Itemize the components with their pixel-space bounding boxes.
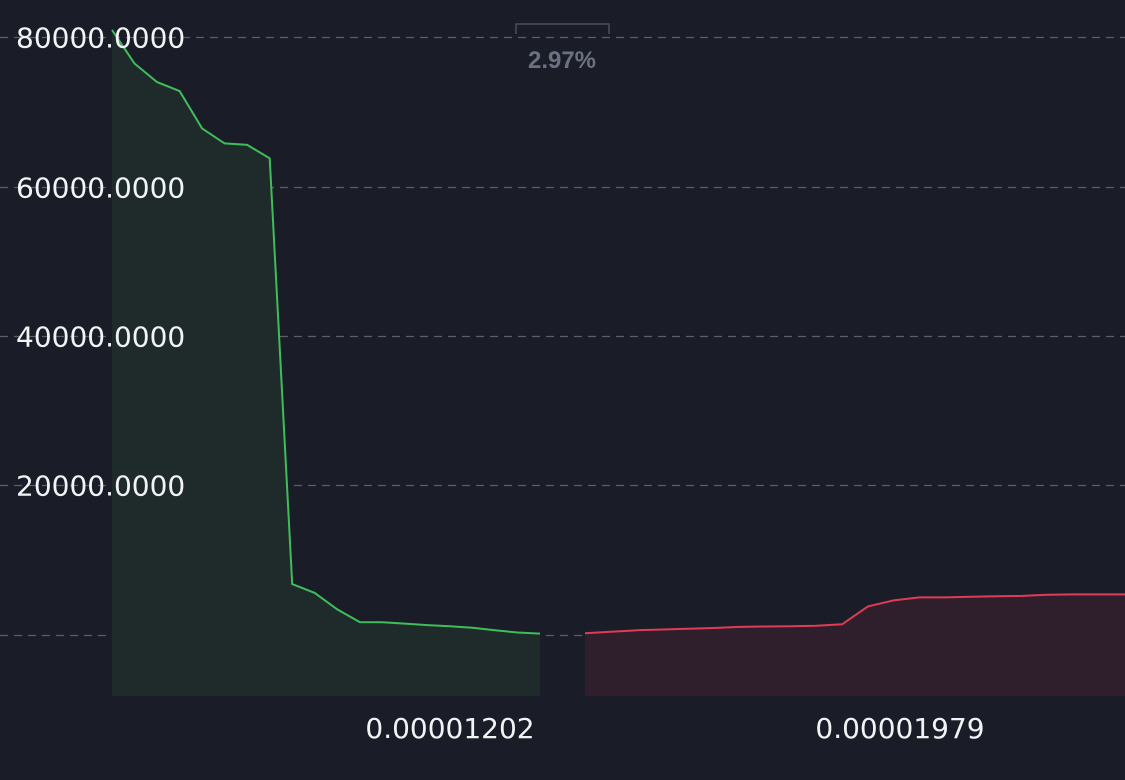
y-tick-label: 60000.0000 — [16, 172, 185, 205]
spread-label: 2.97% — [528, 47, 596, 74]
spread-indicator: 2.97% — [515, 23, 610, 74]
y-tick-label: 40000.0000 — [16, 321, 185, 354]
x-axis-ticks: 0.00001202 0.00001979 — [365, 712, 984, 745]
bid-depth-area — [112, 29, 540, 696]
ask-depth-area — [585, 594, 1125, 696]
bid-depth-line — [111, 29, 541, 635]
y-axis-ticks: 20000.0000 40000.0000 60000.0000 80000.0000 — [16, 22, 185, 503]
spread-bracket — [515, 23, 610, 34]
x-tick-label: 0.00001202 — [365, 712, 534, 745]
y-tick-label: 80000.0000 — [16, 22, 185, 55]
x-tick-label: 0.00001979 — [815, 712, 984, 745]
ask-depth-line — [584, 593, 1125, 635]
y-tick-label: 20000.0000 — [16, 470, 185, 503]
